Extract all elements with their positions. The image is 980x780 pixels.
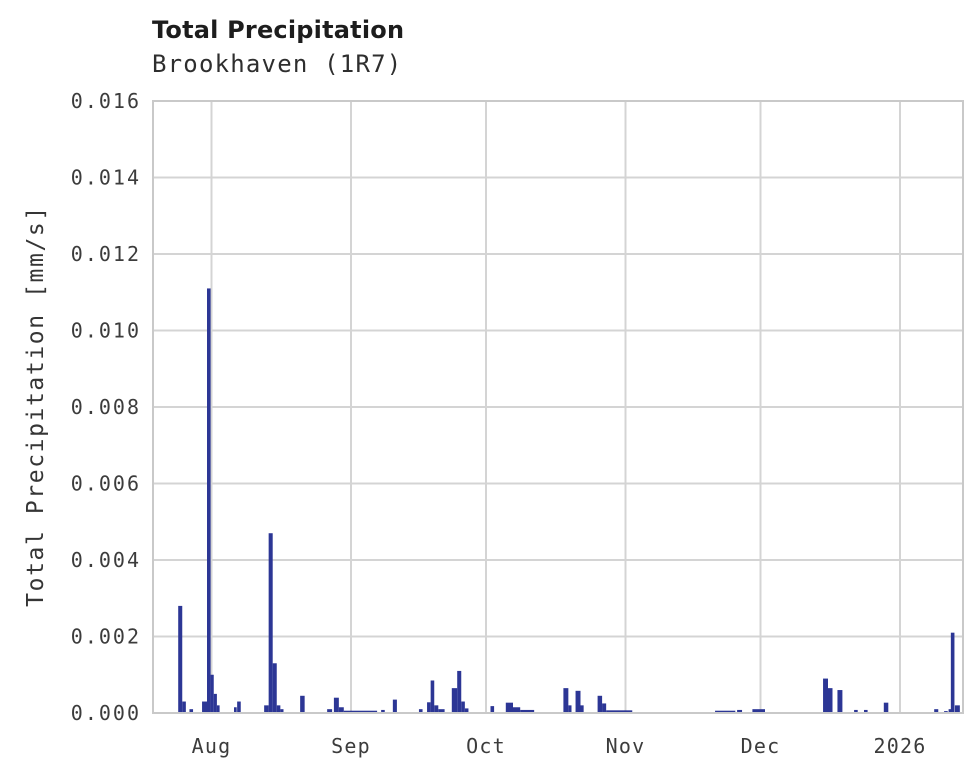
bar: [837, 690, 843, 713]
bar: [343, 710, 378, 713]
bar: [182, 701, 186, 713]
bar: [381, 709, 385, 713]
bar: [272, 663, 277, 713]
bar: [715, 710, 736, 713]
y-tick-label: 0.014: [71, 166, 141, 190]
bar: [178, 605, 183, 713]
bar: [327, 709, 333, 713]
bar: [883, 702, 889, 713]
chart-title: Total Precipitation: [152, 16, 405, 44]
bar: [823, 678, 828, 713]
bar: [568, 705, 572, 713]
y-tick-label: 0.002: [71, 625, 141, 649]
x-tick-label: Oct: [466, 734, 506, 758]
bar: [752, 709, 765, 713]
bar: [213, 693, 217, 713]
bar: [280, 709, 284, 713]
plot-border: [152, 100, 964, 714]
bar: [216, 705, 220, 713]
x-tick-label: Sep: [331, 734, 371, 758]
bar: [392, 699, 397, 713]
y-tick-label: 0.010: [71, 319, 141, 343]
bar: [268, 533, 273, 713]
bar: [828, 688, 833, 713]
bar: [333, 697, 339, 713]
bar: [457, 670, 462, 713]
bar: [580, 705, 584, 713]
y-tick-label: 0.004: [71, 548, 141, 572]
bar: [418, 709, 423, 713]
y-tick-label: 0.000: [71, 701, 141, 725]
y-tick-label: 0.016: [71, 89, 141, 113]
y-tick-label: 0.006: [71, 472, 141, 496]
bar: [210, 674, 214, 713]
y-tick-label: 0.012: [71, 242, 141, 266]
bar: [737, 709, 743, 713]
bar: [461, 701, 465, 713]
bar: [520, 709, 535, 713]
bar: [234, 707, 237, 713]
bar: [948, 709, 952, 713]
bar: [300, 695, 305, 713]
bar: [237, 701, 241, 713]
bar: [954, 705, 960, 713]
x-tick-label: Nov: [606, 734, 646, 758]
bar: [427, 702, 431, 713]
bar: [264, 705, 269, 713]
bar: [490, 706, 495, 713]
bar: [276, 705, 281, 713]
bar: [430, 680, 435, 713]
bar: [434, 705, 439, 713]
chart-subtitle: Brookhaven (1R7): [152, 50, 403, 78]
bar: [854, 709, 858, 713]
bar: [451, 688, 458, 713]
bar: [606, 710, 633, 713]
bar: [597, 695, 603, 713]
bar: [202, 701, 207, 713]
bar: [189, 709, 194, 713]
bar: [505, 702, 513, 713]
x-tick-label: Dec: [741, 734, 781, 758]
bar: [338, 707, 344, 713]
bar: [438, 709, 445, 713]
bar: [575, 690, 581, 713]
bar: [513, 707, 521, 713]
bar: [207, 288, 211, 713]
y-tick-label: 0.008: [71, 395, 141, 419]
bar: [934, 709, 939, 713]
bar: [602, 703, 607, 713]
bar: [464, 708, 469, 713]
bar: [864, 709, 868, 713]
bar: [950, 632, 955, 713]
x-tick-label: 2026: [874, 734, 927, 758]
bar: [563, 688, 569, 713]
x-tick-label: Aug: [192, 734, 232, 758]
